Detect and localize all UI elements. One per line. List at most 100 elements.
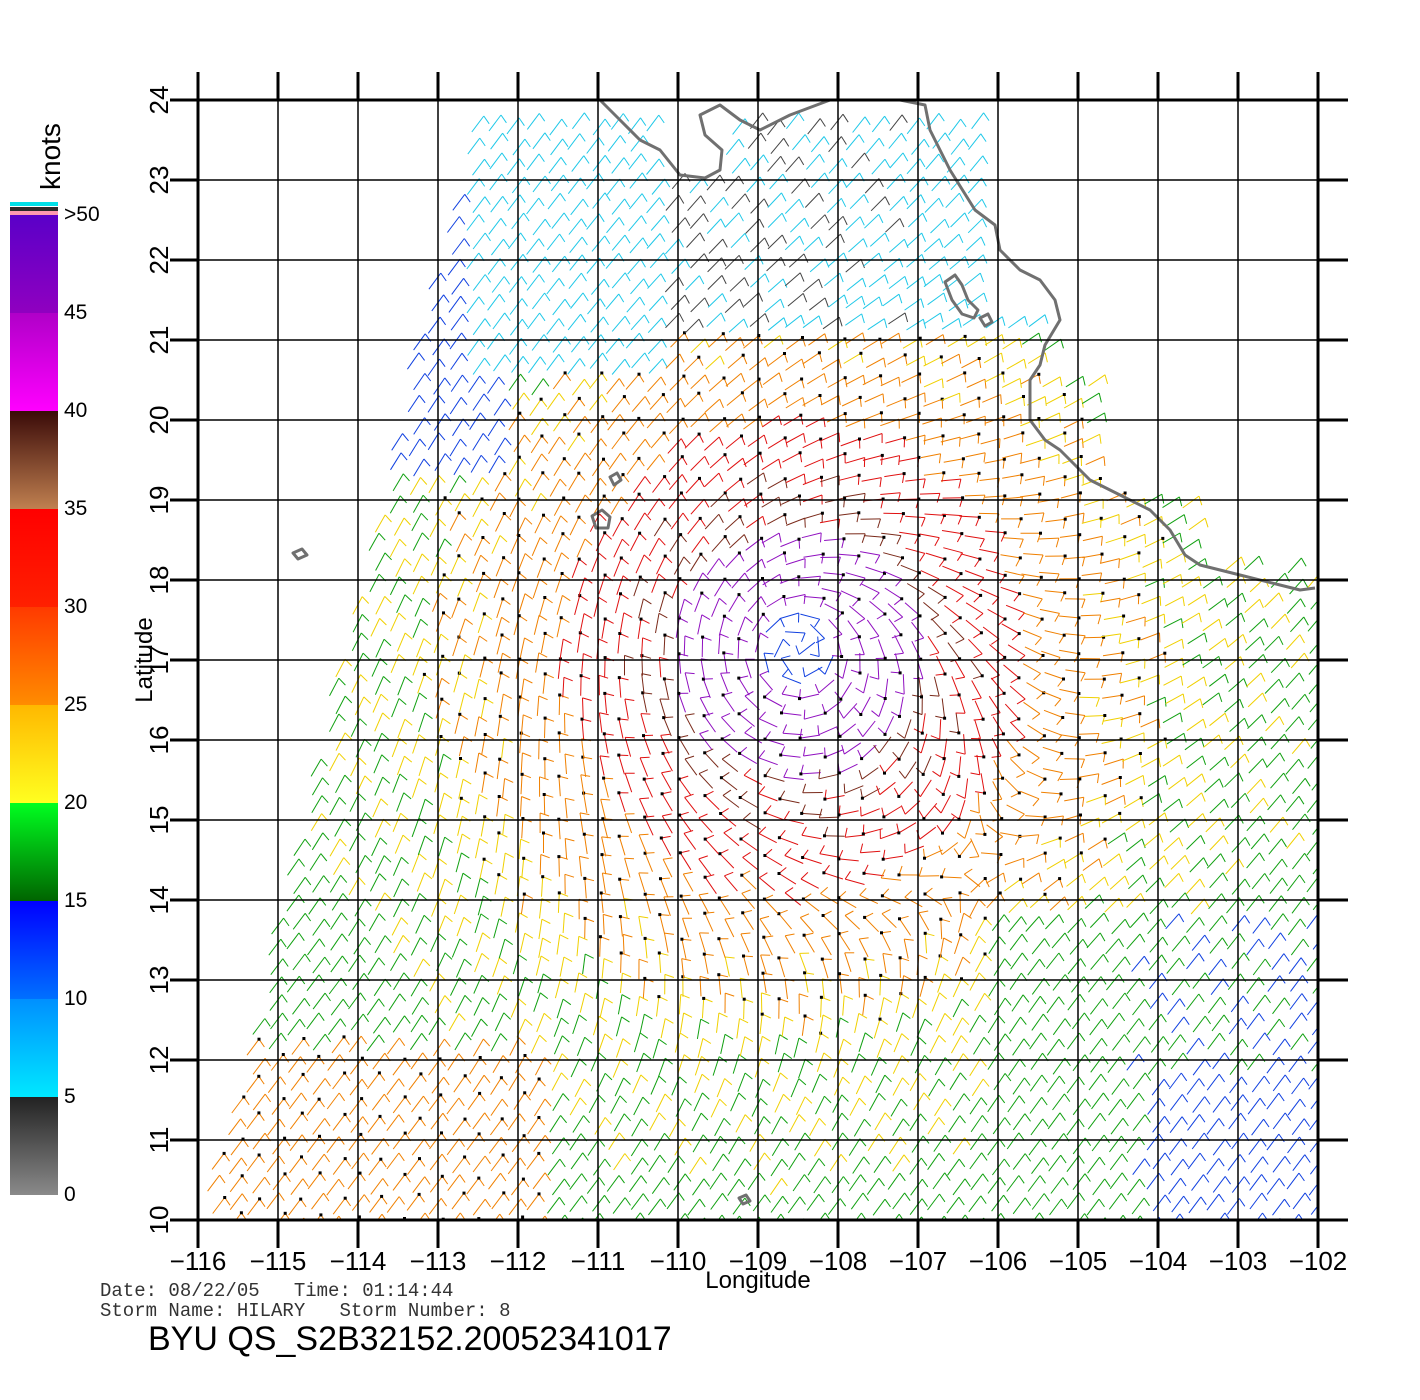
wind-barb	[941, 876, 962, 879]
wind-barb-feather	[1178, 798, 1183, 809]
wind-barb-feather	[1203, 857, 1209, 867]
wind-barb-feather	[504, 312, 511, 321]
wind-barb-feather	[562, 1093, 570, 1101]
wind-barb	[683, 833, 697, 850]
wind-barb-feather	[399, 993, 407, 1002]
wind-barb-feather	[983, 1036, 991, 1045]
wind-barb-feather	[360, 632, 369, 641]
wind-barb	[647, 338, 663, 355]
rain-flag-dot	[283, 1136, 287, 1140]
wind-barb-feather	[758, 711, 766, 720]
wind-barb-feather	[1124, 832, 1128, 843]
wind-barb	[391, 738, 400, 758]
wind-barb	[1006, 1132, 1020, 1150]
wind-barb-feather	[840, 1153, 848, 1163]
wind-barb	[409, 477, 421, 495]
wind-barb-feather	[438, 518, 447, 527]
wind-barb	[976, 754, 981, 775]
wind-barb	[1246, 894, 1260, 912]
wind-barb-feather	[399, 773, 408, 781]
wind-barb-feather	[1084, 1054, 1091, 1063]
wind-barb	[427, 432, 440, 451]
wind-barb-feather	[1201, 792, 1206, 802]
wind-barb	[615, 593, 621, 614]
wind-barb	[312, 875, 325, 893]
wind-barb-feather	[959, 393, 961, 403]
wind-barb-feather	[560, 1017, 569, 1025]
wind-barb-feather	[1081, 598, 1086, 609]
wind-barb	[1245, 636, 1261, 651]
wind-barb	[840, 590, 860, 600]
rain-flag-dot	[843, 376, 847, 380]
wind-barb	[355, 855, 366, 874]
wind-barb	[1045, 476, 1066, 483]
wind-barb-feather	[1242, 634, 1247, 644]
rain-flag-dot	[482, 857, 486, 861]
wind-barb	[391, 433, 403, 451]
wind-barb	[801, 532, 822, 539]
wind-barb	[1266, 1178, 1280, 1195]
wind-barb	[266, 1192, 280, 1210]
wind-barb	[724, 516, 741, 531]
wind-barb-feather	[364, 812, 373, 820]
wind-barb-feather	[918, 1037, 927, 1045]
wind-barb-feather	[520, 373, 527, 382]
wind-barb-feather	[460, 438, 467, 447]
wind-barb	[762, 372, 780, 386]
wind-barb	[374, 935, 386, 954]
wind-barb	[307, 1172, 321, 1190]
wind-barb-feather	[718, 974, 729, 978]
wind-barb-feather	[1180, 574, 1183, 584]
wind-barb-feather	[938, 1035, 947, 1043]
wind-barb-feather	[912, 694, 922, 698]
wind-barb	[1108, 1193, 1122, 1210]
rain-flag-dot	[701, 635, 705, 639]
wind-barb-feather	[759, 453, 764, 463]
wind-barb	[373, 754, 383, 774]
wind-barb	[632, 1074, 642, 1094]
rain-flag-dot	[1043, 892, 1047, 896]
wind-barb	[716, 1012, 720, 1033]
wind-barb	[1186, 835, 1202, 850]
wind-barb-feather	[844, 377, 848, 388]
wind-barb-feather	[1103, 752, 1106, 763]
wind-barb-feather	[970, 772, 980, 776]
wind-barb-feather	[502, 1055, 510, 1063]
wind-barb-feather	[364, 937, 371, 946]
wind-barb-feather	[762, 1035, 771, 1042]
wind-barb-feather	[643, 598, 652, 605]
wind-barb-feather	[499, 535, 508, 543]
wind-barb	[1105, 938, 1120, 955]
rain-flag-dot	[457, 597, 461, 601]
wind-barb	[663, 717, 672, 737]
wind-barb	[369, 573, 380, 593]
wind-barb-feather	[423, 458, 431, 467]
wind-barb	[1042, 727, 1062, 736]
wind-barb	[292, 912, 306, 930]
wind-barb-feather	[744, 691, 754, 697]
wind-barb	[1186, 917, 1200, 933]
wind-barb	[390, 452, 402, 471]
wind-barb-feather	[1224, 1096, 1231, 1105]
wind-barb-feather	[563, 1137, 570, 1146]
wind-barb-feather	[743, 955, 753, 958]
rain-flag-dot	[703, 837, 707, 841]
wind-barb	[1141, 595, 1161, 605]
wind-barb	[1010, 758, 1026, 774]
wind-barb	[942, 565, 962, 575]
wind-barb	[799, 917, 814, 933]
wind-barb	[438, 792, 445, 813]
rain-flag-dot	[843, 412, 847, 416]
wind-barb	[904, 845, 924, 854]
wind-barb	[792, 1174, 805, 1192]
rain-flag-dot	[777, 836, 781, 840]
wind-barb-feather	[540, 492, 548, 501]
wind-barb-feather	[604, 1195, 611, 1204]
wind-barb	[580, 774, 585, 795]
wind-barb-feather	[600, 798, 611, 801]
wind-barb	[905, 547, 925, 554]
rain-flag-dot	[1042, 734, 1046, 738]
wind-barb	[785, 631, 806, 634]
wind-barb	[1042, 376, 1061, 388]
